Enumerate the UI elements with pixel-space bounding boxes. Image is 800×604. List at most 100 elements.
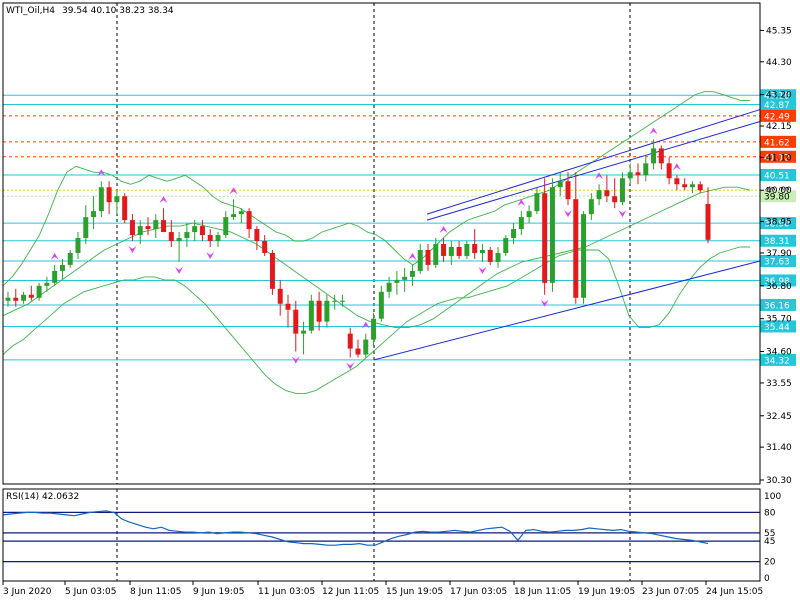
level-label-bg <box>760 109 796 122</box>
candle-body <box>643 163 649 176</box>
candle-body <box>347 333 353 349</box>
price-tick-label: 36.80 <box>766 282 792 292</box>
rsi-tick-label: 80 <box>764 508 776 518</box>
time-label: 19 Jun 19:05 <box>578 587 635 597</box>
price-tick-label: 40.00 <box>766 186 792 196</box>
candle-body <box>417 249 423 271</box>
candle-body <box>207 235 213 242</box>
rsi-header: RSI(14) 42.0632 <box>6 492 79 502</box>
rsi-tick-label: 20 <box>764 558 776 568</box>
level-label-bg <box>760 274 796 287</box>
candle-body <box>44 282 50 286</box>
level-label: 43.18 <box>764 92 790 102</box>
candle-body <box>627 172 633 179</box>
level-label: 41.62 <box>764 138 790 148</box>
candle-body <box>137 226 143 236</box>
candle-body <box>479 249 485 253</box>
level-label: 37.63 <box>764 258 790 268</box>
ask-label-bg <box>760 190 796 203</box>
candle-body <box>573 199 579 298</box>
rsi-tick-label: 100 <box>764 492 781 502</box>
time-label: 8 Jun 11:05 <box>130 587 181 597</box>
rsi-panel-frame <box>2 488 761 582</box>
time-label: 23 Jun 07:05 <box>642 587 699 597</box>
candle-body <box>495 252 501 262</box>
level-label-bg <box>760 298 796 311</box>
candle-body <box>277 288 283 304</box>
level-label-bg <box>760 353 796 366</box>
time-label: 24 Jun 15:05 <box>706 587 763 597</box>
candle-body <box>254 229 260 242</box>
bollinger-lower-band <box>2 246 750 394</box>
candle-body <box>192 226 198 233</box>
fractal-arrow <box>346 362 355 370</box>
candle-body <box>588 199 594 215</box>
candle-body <box>658 148 664 164</box>
candle-body <box>223 217 229 236</box>
level-label: 38.90 <box>764 220 790 230</box>
candle-body <box>511 229 517 239</box>
candle-body <box>75 238 81 253</box>
time-label: 17 Jun 03:05 <box>450 587 507 597</box>
candle-body <box>176 238 182 242</box>
fractal-arrow <box>439 226 448 234</box>
candle-body <box>355 348 361 355</box>
candle-body <box>682 184 688 188</box>
channel-line-2 <box>426 109 761 215</box>
level-label-bg <box>760 234 796 247</box>
candle-body <box>231 214 237 218</box>
candle-body <box>83 217 89 239</box>
level-label-bg <box>760 217 796 230</box>
candle-body <box>13 297 19 301</box>
candle-body <box>619 178 625 203</box>
level-label: 40.51 <box>764 172 790 182</box>
channel-line-1 <box>426 121 761 221</box>
fractal-arrow <box>291 356 300 364</box>
candle-body <box>697 184 703 191</box>
price-tick-label: 31.40 <box>766 443 792 453</box>
time-label: 9 Jun 19:05 <box>193 587 244 597</box>
chart-header-ohlc: 39.54 40.10 38.23 38.34 <box>62 6 174 16</box>
candle-body <box>308 300 314 331</box>
rsi-tick-label: 55 <box>764 529 775 539</box>
candle-body <box>705 203 711 240</box>
level-label: 41.12 <box>764 153 790 163</box>
fractal-arrow <box>672 163 681 171</box>
fractal-arrow <box>564 210 572 218</box>
candle-body <box>246 211 252 230</box>
fractal-arrow <box>50 252 59 260</box>
candle-body <box>238 211 244 215</box>
price-tick-label: 44.30 <box>766 58 792 68</box>
candle-body <box>542 193 548 283</box>
candle-body <box>36 285 42 298</box>
level-label: 42.87 <box>764 101 790 111</box>
candle-body <box>386 282 392 292</box>
price-tick-label: 45.35 <box>766 26 792 36</box>
fractal-arrow <box>540 299 549 307</box>
candle-body <box>441 244 447 256</box>
candle-body <box>91 211 97 218</box>
rsi-tick-label: 0 <box>764 574 770 584</box>
level-label-bg <box>760 255 796 268</box>
candle-body <box>433 244 439 265</box>
candle-body <box>612 196 618 203</box>
price-tick-label: 32.45 <box>766 412 792 422</box>
time-label: 11 Jun 03:05 <box>258 587 315 597</box>
fractal-arrow <box>128 246 137 254</box>
fractal-arrow <box>97 169 106 177</box>
level-label-bg <box>760 135 796 148</box>
candle-body <box>394 279 400 283</box>
fractal-arrow <box>361 321 370 329</box>
price-tick-label: 43.20 <box>766 91 792 101</box>
candle-body <box>666 163 672 179</box>
time-label: 15 Jun 19:05 <box>386 587 443 597</box>
candle-body <box>503 238 509 253</box>
fractal-arrow <box>175 266 184 274</box>
channel-line-0 <box>373 260 761 361</box>
level-label: 36.16 <box>764 301 790 311</box>
main-panel-frame <box>2 2 761 485</box>
candle-body <box>402 276 408 280</box>
candle-body <box>114 196 120 203</box>
level-label-bg <box>760 89 796 102</box>
